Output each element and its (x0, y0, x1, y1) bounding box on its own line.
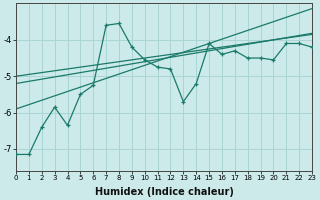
X-axis label: Humidex (Indice chaleur): Humidex (Indice chaleur) (95, 187, 234, 197)
